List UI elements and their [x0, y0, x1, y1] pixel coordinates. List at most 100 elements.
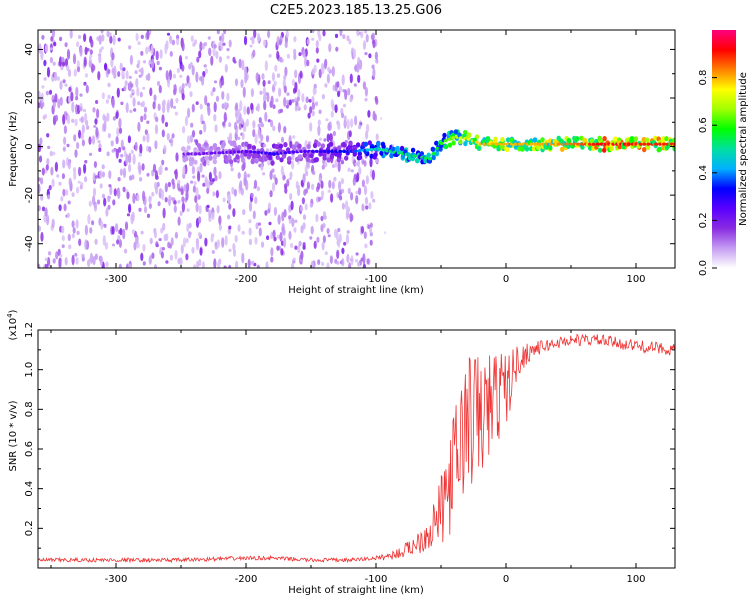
- spectral-cell: [338, 149, 343, 153]
- spectral-cell: [48, 251, 52, 256]
- spectral-cell: [372, 68, 376, 78]
- spectral-cell: [172, 73, 176, 79]
- spectral-cell: [216, 205, 220, 214]
- spectral-cell: [61, 61, 66, 67]
- spectral-cell: [111, 226, 115, 235]
- spectral-cell: [646, 142, 651, 146]
- spectral-cell: [89, 227, 93, 234]
- spectral-cell: [116, 127, 120, 137]
- spectral-cell: [309, 153, 314, 159]
- spectral-cell: [170, 136, 174, 147]
- spectral-cell: [83, 56, 87, 65]
- spectral-cell: [330, 110, 334, 118]
- spectral-cell: [347, 187, 351, 195]
- spectral-cell: [286, 92, 290, 96]
- spectral-cell: [256, 150, 261, 154]
- spectral-cell: [124, 80, 128, 87]
- spectral-cell: [199, 162, 203, 173]
- spectral-cell: [424, 156, 429, 160]
- spectral-cell: [254, 236, 258, 245]
- spectral-cell: [118, 158, 122, 163]
- spectral-cell: [158, 85, 162, 94]
- spectral-cell: [241, 132, 245, 140]
- spectral-cell: [73, 170, 77, 181]
- spectral-cell: [162, 222, 166, 231]
- spectral-cell: [322, 149, 327, 153]
- tick-label: -200: [235, 274, 258, 285]
- spectral-cell: [363, 141, 369, 147]
- spectral-cell: [369, 148, 374, 152]
- spectral-cell: [41, 85, 45, 89]
- spectral-cell: [296, 184, 301, 189]
- spectral-cell: [161, 114, 165, 124]
- spectral-cell: [111, 52, 115, 61]
- spectral-cell: [353, 149, 358, 153]
- spectral-cell: [148, 203, 152, 209]
- spectral-cell: [423, 158, 428, 164]
- spectral-cell: [346, 230, 350, 234]
- spectral-cell: [96, 108, 100, 119]
- spectral-cell: [356, 159, 361, 168]
- spectral-cell: [271, 72, 275, 82]
- spectral-cell: [395, 145, 400, 151]
- spectral-cell: [74, 252, 78, 257]
- spectral-cell: [169, 51, 173, 57]
- spectral-cell: [235, 154, 240, 160]
- spectral-cell: [45, 43, 49, 52]
- spectral-cell: [135, 237, 139, 245]
- spectral-cell: [207, 36, 211, 40]
- spectral-cell: [641, 136, 647, 143]
- spectral-cell: [458, 139, 463, 145]
- spectral-cell: [314, 157, 319, 163]
- spectral-cell: [181, 196, 185, 203]
- spectral-cell: [118, 263, 122, 268]
- spectral-cell: [367, 110, 371, 118]
- spectral-cell: [186, 75, 190, 84]
- spectral-cell: [326, 157, 331, 163]
- spectral-cell: [126, 191, 130, 200]
- spectral-cell: [182, 126, 186, 134]
- spectral-cell: [626, 142, 631, 146]
- spectral-cell: [152, 101, 156, 110]
- spectral-cell: [44, 207, 48, 217]
- spectral-cell: [224, 63, 228, 73]
- spectral-cell: [177, 216, 181, 226]
- spectral-cell: [443, 139, 448, 143]
- spectral-cell: [282, 228, 286, 236]
- tick-label: 0.4: [698, 165, 709, 181]
- spectral-cell: [362, 253, 366, 265]
- spectral-cell: [252, 150, 257, 154]
- spectral-cell: [317, 182, 321, 191]
- spectral-cell: [331, 103, 335, 112]
- spectral-cell: [45, 164, 49, 171]
- spectral-cell: [81, 139, 85, 147]
- spectral-cell: [43, 77, 47, 81]
- spectral-cell: [303, 149, 308, 153]
- spectral-cell: [146, 213, 151, 218]
- spectral-cell: [289, 171, 293, 179]
- spectral-cell: [459, 136, 464, 140]
- spectral-cell: [474, 140, 479, 144]
- spectral-cell: [73, 68, 77, 77]
- spectral-cell: [116, 87, 120, 98]
- spectral-cell: [72, 227, 76, 234]
- spectral-cell: [129, 54, 133, 66]
- spectral-cell: [258, 117, 262, 124]
- spectral-cell: [101, 164, 105, 170]
- spectral-cell: [142, 244, 146, 252]
- spectral-cell: [263, 100, 267, 111]
- spectral-cell: [113, 188, 117, 197]
- spectral-cell: [283, 237, 287, 248]
- spectral-cell: [106, 151, 110, 157]
- spectral-cell: [235, 102, 239, 111]
- spectral-cell: [98, 54, 102, 64]
- spectral-cell: [232, 208, 236, 218]
- spectral-cell: [158, 166, 162, 176]
- spectral-cell: [89, 49, 93, 55]
- spectral-cell: [185, 253, 189, 261]
- spectral-cell: [128, 75, 132, 79]
- spectral-cell: [88, 136, 92, 145]
- spectral-cell: [122, 228, 126, 240]
- spectral-cell: [362, 160, 366, 164]
